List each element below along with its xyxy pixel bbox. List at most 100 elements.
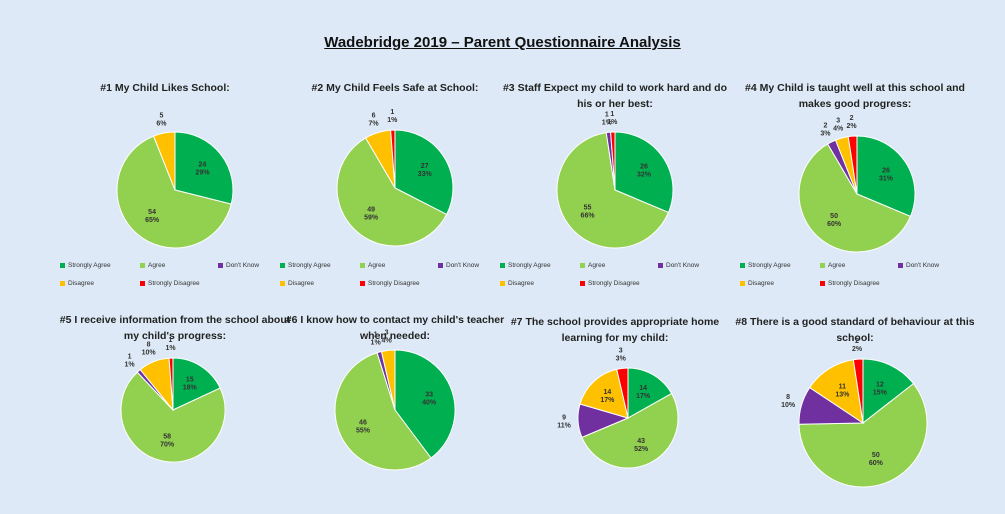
slice-label: 27 33% bbox=[418, 163, 433, 178]
pie-slice-strongly-agree bbox=[614, 131, 674, 214]
legend-label: Disagree bbox=[508, 280, 535, 287]
slice-label: 5 6% bbox=[156, 112, 167, 127]
legend-item: Strongly Agree bbox=[280, 262, 331, 269]
legend-swatch bbox=[500, 281, 505, 286]
legend-label: Strongly Disagree bbox=[828, 280, 880, 287]
legend-label: Strongly Disagree bbox=[368, 280, 420, 287]
legend-item: Strongly Disagree bbox=[580, 280, 640, 287]
legend-swatch bbox=[500, 263, 505, 268]
legend-item: Strongly Agree bbox=[60, 262, 111, 269]
legend-swatch bbox=[280, 263, 285, 268]
legend-swatch bbox=[438, 263, 443, 268]
chart-title: #1 My Child Likes School: bbox=[100, 82, 230, 94]
legend-label: Don't Know bbox=[446, 262, 480, 269]
pie-chart-3: #3 Staff Expect my child to work hard an… bbox=[495, 80, 735, 280]
legend-swatch bbox=[280, 281, 285, 286]
pie-svg: 26 31% 50 60% 2 3%3 4%2 2% bbox=[798, 115, 916, 253]
slice-label: 3 4% bbox=[833, 118, 844, 133]
pie-slice-disagree bbox=[579, 368, 629, 419]
chart-legend-1: Strongly Agree Agree Don't Know Disagree Str… bbox=[60, 262, 270, 292]
pie-slice-agree bbox=[120, 371, 226, 463]
legend-swatch bbox=[658, 263, 663, 268]
legend-label: Strongly Agree bbox=[288, 262, 331, 269]
slice-label: 14 17% bbox=[600, 389, 615, 404]
pie-chart-2: #2 My Child Feels Safe at School: 27 33% 49… bbox=[275, 80, 515, 280]
legend-label: Don't Know bbox=[666, 262, 700, 269]
pie-slice-strongly-agree bbox=[856, 135, 916, 218]
legend-swatch bbox=[60, 263, 65, 268]
legend-item: Agree bbox=[580, 262, 605, 269]
legend-label: Agree bbox=[588, 262, 606, 269]
pie-slice-strongly-disagree bbox=[390, 129, 396, 189]
chart-legend-2: Strongly Agree Agree Don't Know Disagree Str… bbox=[280, 262, 490, 292]
legend-item: Don't Know bbox=[438, 262, 479, 269]
legend-swatch bbox=[360, 281, 365, 286]
legend-label: Strongly Agree bbox=[508, 262, 551, 269]
legend-item: Strongly Disagree bbox=[820, 280, 880, 287]
legend-item: Agree bbox=[360, 262, 385, 269]
pie-slice-strongly-disagree bbox=[847, 135, 858, 195]
slice-label: 15 18% bbox=[183, 377, 198, 392]
legend-label: Strongly Agree bbox=[68, 262, 111, 269]
legend-label: Disagree bbox=[68, 280, 95, 287]
legend-label: Disagree bbox=[748, 280, 775, 287]
slice-label: 26 31% bbox=[879, 168, 894, 183]
pie-slice-strongly-disagree bbox=[610, 131, 616, 191]
chart-title: #6 I know how to contact my child's teac… bbox=[285, 314, 505, 342]
pie-svg: 27 33% 49 59% 6 7% 1 1% bbox=[336, 109, 454, 247]
pie-chart-6: #6 I know how to contact my child's teac… bbox=[275, 312, 515, 512]
legend-label: Strongly Disagree bbox=[148, 280, 200, 287]
page-title: Wadebridge 2019 – Parent Questionnaire A… bbox=[324, 34, 681, 51]
legend-label: Disagree bbox=[288, 280, 315, 287]
pie-slice-strongly-disagree bbox=[168, 357, 174, 411]
slice-label: 1 1% bbox=[387, 109, 398, 124]
legend-item: Don't Know bbox=[898, 262, 939, 269]
legend-item: Don't Know bbox=[218, 262, 259, 269]
pie-slice-disagree bbox=[152, 131, 176, 191]
pie-chart-5: #5 I receive information from the school… bbox=[55, 312, 295, 512]
pie-svg: 26 32% 55 66% 1 1%1 1% bbox=[556, 111, 674, 249]
slice-label: 9 11% bbox=[557, 415, 571, 430]
legend-label: Strongly Agree bbox=[748, 262, 791, 269]
legend-item: Strongly Agree bbox=[740, 262, 791, 269]
pie-svg: 15 18% 58 70% 1 1% 8 10% 1 1% bbox=[120, 337, 226, 463]
pie-slice-strongly-agree bbox=[172, 357, 221, 411]
legend-item: Agree bbox=[140, 262, 165, 269]
pie-chart-7: #7 The school provides appropriate home … bbox=[495, 314, 735, 514]
slice-label: 6 7% bbox=[368, 112, 379, 127]
slice-label: 8 10% bbox=[781, 394, 796, 409]
legend-swatch bbox=[580, 281, 585, 286]
slice-label: 26 32% bbox=[637, 164, 652, 179]
pie-slice-disagree bbox=[380, 349, 396, 411]
legend-item: Disagree bbox=[60, 280, 94, 287]
chart-title: #3 Staff Expect my child to work hard an… bbox=[502, 82, 728, 110]
pie-slice-strongly-agree bbox=[174, 131, 234, 205]
legend-label: Agree bbox=[148, 262, 166, 269]
pie-slice-agree bbox=[798, 382, 928, 488]
legend-item: Strongly Agree bbox=[500, 262, 551, 269]
questionnaire-page: Wadebridge 2019 – Parent Questionnaire A… bbox=[60, 34, 975, 488]
legend-swatch bbox=[820, 281, 825, 286]
legend-swatch bbox=[740, 281, 745, 286]
legend-swatch bbox=[140, 263, 145, 268]
pie-slice-agree bbox=[336, 137, 448, 247]
legend-item: Disagree bbox=[280, 280, 314, 287]
pie-slice-agree bbox=[556, 132, 670, 249]
slice-label: 1 1% bbox=[607, 111, 618, 126]
slice-label: 1 1% bbox=[371, 332, 382, 347]
slice-label: 1 1% bbox=[124, 353, 135, 368]
legend-swatch bbox=[360, 263, 365, 268]
legend-item: Disagree bbox=[740, 280, 774, 287]
pie-slice-agree bbox=[581, 392, 679, 469]
pie-slice-agree bbox=[798, 143, 912, 253]
legend-label: Agree bbox=[368, 262, 386, 269]
slice-label: 46 55% bbox=[356, 419, 371, 434]
slice-label: 50 60% bbox=[827, 213, 842, 228]
pie-svg: 14 17% 43 52% 9 11% 14 17% 3 3% bbox=[557, 347, 679, 469]
legend-swatch bbox=[740, 263, 745, 268]
slice-label: 2 2% bbox=[846, 115, 857, 130]
legend-label: Agree bbox=[828, 262, 846, 269]
legend-swatch bbox=[218, 263, 223, 268]
slice-label: 43 52% bbox=[634, 438, 649, 453]
pie-slice-strongly-disagree bbox=[616, 367, 629, 419]
